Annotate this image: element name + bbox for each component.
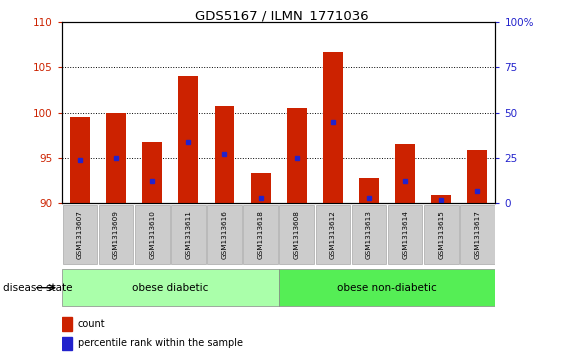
Bar [106,113,126,203]
Text: GSM1313608: GSM1313608 [294,210,300,258]
Bar [70,117,90,203]
Bar [62,204,97,264]
Bar [315,204,350,264]
Bar [251,174,271,203]
Bar [243,204,278,264]
Bar [323,52,343,203]
Bar [395,144,415,203]
Text: count: count [78,319,105,329]
Bar [178,76,198,203]
Bar [424,204,459,264]
Bar [99,204,133,264]
Text: GSM1313609: GSM1313609 [113,210,119,258]
Text: GSM1313607: GSM1313607 [77,210,83,258]
Text: percentile rank within the sample: percentile rank within the sample [78,338,243,348]
Text: obese diabetic: obese diabetic [132,283,208,293]
Bar [279,204,314,264]
Bar [62,269,279,306]
Bar [135,204,169,264]
Bar [207,204,242,264]
Bar [352,204,386,264]
Text: GSM1313613: GSM1313613 [366,210,372,258]
Bar [431,195,451,203]
Text: GSM1313615: GSM1313615 [438,210,444,258]
Text: GSM1313617: GSM1313617 [475,210,480,258]
Text: GSM1313611: GSM1313611 [185,210,191,258]
Text: obese non-diabetic: obese non-diabetic [337,283,437,293]
Bar [359,178,379,203]
Text: GDS5167 / ILMN_1771036: GDS5167 / ILMN_1771036 [195,9,368,22]
Bar [388,204,422,264]
Bar [171,204,205,264]
Text: GSM1313612: GSM1313612 [330,210,336,258]
Bar [279,269,495,306]
Bar [460,204,495,264]
Text: GSM1313616: GSM1313616 [221,210,227,258]
Text: disease state: disease state [3,283,72,293]
Bar [62,337,72,350]
Bar [467,150,488,203]
Bar [287,108,307,203]
Text: GSM1313618: GSM1313618 [258,210,263,258]
Bar [142,142,162,203]
Bar [215,106,234,203]
Text: GSM1313614: GSM1313614 [402,210,408,258]
Bar [62,317,72,331]
Text: GSM1313610: GSM1313610 [149,210,155,258]
